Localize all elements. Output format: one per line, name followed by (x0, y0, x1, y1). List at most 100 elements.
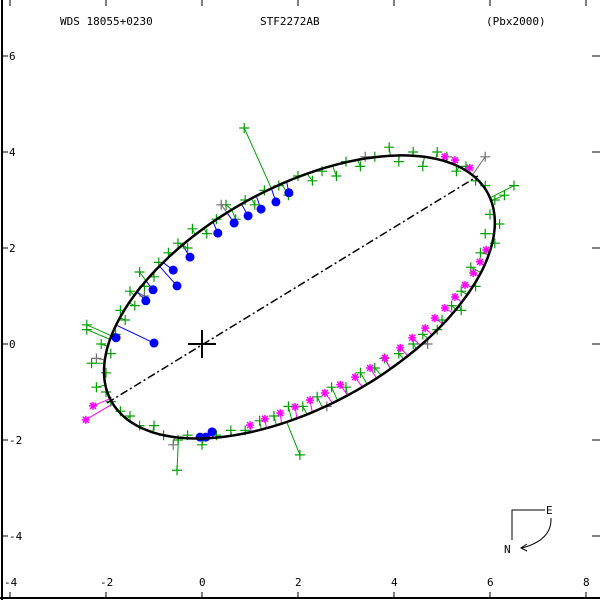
speckle-point (246, 421, 254, 430)
residual-line (86, 324, 112, 337)
micrometer-point (417, 161, 428, 172)
compass-north-label: N (504, 543, 511, 556)
speckle-point (320, 388, 329, 397)
interferometry-point (271, 197, 281, 207)
line-of-apsides (106, 175, 479, 404)
y-tick-label: -2 (9, 434, 22, 447)
speckle-point (440, 152, 449, 161)
micrometer-point (182, 243, 193, 253)
interferometry-point (149, 338, 159, 348)
wds-id-label: WDS 18055+0230 (60, 15, 153, 28)
residual-line (115, 324, 155, 344)
residual-line (302, 406, 308, 415)
micrometer-point (101, 367, 111, 378)
micrometer-point (393, 156, 404, 167)
x-tick-label: 4 (391, 576, 398, 589)
speckle-point (81, 415, 90, 424)
residual-line (243, 127, 272, 189)
residual-line (231, 209, 237, 220)
speckle-point (450, 292, 459, 301)
interferometry-point (111, 333, 121, 343)
y-tick-label: 0 (9, 338, 16, 351)
speckle-point (260, 414, 269, 423)
observations (81, 123, 519, 476)
micrometer-point (509, 180, 519, 191)
speckle-point (475, 257, 484, 266)
speckle-point (306, 396, 314, 405)
residual-line (374, 367, 382, 376)
micrometer-point (432, 147, 443, 157)
micrometer-point (105, 348, 116, 359)
interferometry-point (229, 218, 239, 228)
micrometer-point (197, 439, 207, 450)
residual-line (306, 173, 313, 182)
interferometry-point (256, 204, 266, 214)
micrometer-point (96, 339, 107, 349)
x-tick-label: -4 (4, 576, 18, 589)
speckle-point (291, 402, 300, 411)
micrometer-point (456, 305, 467, 316)
speckle-point (351, 373, 360, 382)
micrometer-point (120, 315, 131, 325)
residual-line (139, 271, 147, 282)
micrometer-point (331, 171, 342, 181)
micrometer-point (384, 142, 395, 153)
reference-label: (Pbx2000) (486, 15, 546, 28)
micrometer_low_weight-point (168, 439, 179, 450)
speckle-point (89, 401, 98, 410)
x-tick-label: -2 (100, 576, 113, 589)
micrometer_low_weight-point (91, 353, 102, 364)
x-tick-label: 8 (583, 576, 590, 589)
residual-line (489, 185, 515, 199)
speckle-point (440, 304, 449, 312)
speckle-point (380, 353, 389, 362)
speckle-point (482, 245, 491, 254)
micrometer-point (239, 123, 250, 133)
micrometer_low_weight-point (480, 151, 491, 162)
compass-arrow-icon (521, 517, 552, 549)
micrometer-point (125, 411, 135, 421)
micrometer-point (326, 382, 337, 393)
interferometry-point (243, 211, 253, 221)
micrometer-point (172, 465, 183, 476)
residual-line (316, 396, 323, 409)
residual-lines (85, 127, 515, 471)
micrometer-point (187, 223, 198, 234)
orbit-ellipse (102, 154, 497, 440)
speckle-point (366, 364, 374, 372)
y-tick-label: 2 (9, 242, 16, 255)
speckle-point (450, 156, 459, 165)
speckle-point (276, 409, 285, 418)
micrometer-point (456, 286, 467, 297)
compass: E N (504, 504, 553, 556)
residual-line (331, 386, 339, 401)
micrometer-point (81, 324, 92, 335)
compass-east-label: E (546, 504, 553, 517)
y-tick-label: 4 (9, 146, 16, 159)
speckle-point (421, 324, 430, 333)
micrometer-point (355, 367, 366, 378)
micrometer-point (480, 228, 491, 239)
micrometer-point (307, 175, 318, 186)
primary-star-cross (188, 330, 216, 358)
micrometer-point (149, 420, 159, 431)
speckle-point (469, 268, 478, 277)
micrometer-point (134, 267, 145, 277)
x-tick-label: 2 (295, 576, 302, 589)
arrowhead-icon (520, 543, 528, 552)
residual-line (86, 329, 111, 340)
residual-line (359, 372, 368, 385)
x-tick-label: 6 (487, 576, 494, 589)
speckle-point (396, 343, 405, 352)
speckle-point (408, 333, 417, 342)
compass-axes (511, 509, 545, 540)
micrometer-point (91, 382, 102, 393)
interferometry-point (284, 188, 294, 198)
micrometer_low_weight-point (216, 199, 227, 210)
residual-line (85, 403, 114, 421)
residual-line (471, 156, 486, 176)
speckle-point (465, 163, 474, 172)
y-tick-label: -4 (9, 530, 23, 543)
speckle-point (336, 380, 345, 389)
micrometer-point (86, 358, 97, 369)
